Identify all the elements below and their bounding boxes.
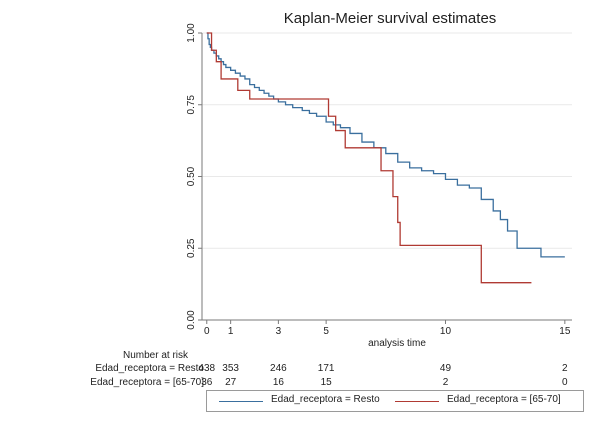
x-tick-label-4: 10 <box>440 326 452 337</box>
y-tick-label-4: 1.00 <box>186 23 197 43</box>
risk-row-label-65-70: Edad_receptora = [65-70] <box>90 377 204 388</box>
risk-value-r0-c4: 49 <box>440 363 452 374</box>
number-at-risk-title: Number at risk <box>123 350 189 361</box>
survival-curve-1 <box>206 32 532 284</box>
survival-curve-0 <box>206 32 565 258</box>
y-tick-label-2: 0.50 <box>186 166 197 186</box>
legend: Edad_receptora = Resto Edad_receptora = … <box>206 390 584 412</box>
risk-value-r0-c5: 2 <box>562 363 568 374</box>
x-tick-label-0: 0 <box>204 326 210 337</box>
y-tick-label-1: 0.25 <box>186 238 197 258</box>
risk-value-r1-c1: 27 <box>225 377 237 388</box>
x-tick-label-1: 1 <box>228 326 234 337</box>
risk-value-r1-c5: 0 <box>562 377 568 388</box>
x-tick-label-5: 15 <box>559 326 571 337</box>
chart-title: Kaplan-Meier survival estimates <box>283 10 497 27</box>
risk-value-r0-c2: 246 <box>270 363 287 374</box>
risk-row-label-resto: Edad_receptora = Resto <box>95 363 204 374</box>
x-axis-title: analysis time <box>368 338 426 349</box>
legend-label-resto: Edad_receptora = Resto <box>271 394 380 405</box>
x-tick-label-2: 3 <box>276 326 282 337</box>
y-tick-label-0: 0.00 <box>186 310 197 330</box>
risk-value-r1-c0: 36 <box>201 377 213 388</box>
legend-label-65-70: Edad_receptora = [65-70] <box>447 394 561 405</box>
risk-value-r1-c3: 15 <box>321 377 333 388</box>
risk-value-r0-c0: 438 <box>198 363 215 374</box>
risk-value-r1-c2: 16 <box>273 377 285 388</box>
risk-value-r0-c3: 171 <box>318 363 335 374</box>
x-tick-label-3: 5 <box>323 326 329 337</box>
legend-swatch-resto <box>219 401 263 402</box>
risk-value-r0-c1: 353 <box>222 363 239 374</box>
risk-value-r1-c4: 2 <box>443 377 449 388</box>
legend-swatch-65-70 <box>395 401 439 402</box>
y-tick-label-3: 0.75 <box>186 95 197 115</box>
